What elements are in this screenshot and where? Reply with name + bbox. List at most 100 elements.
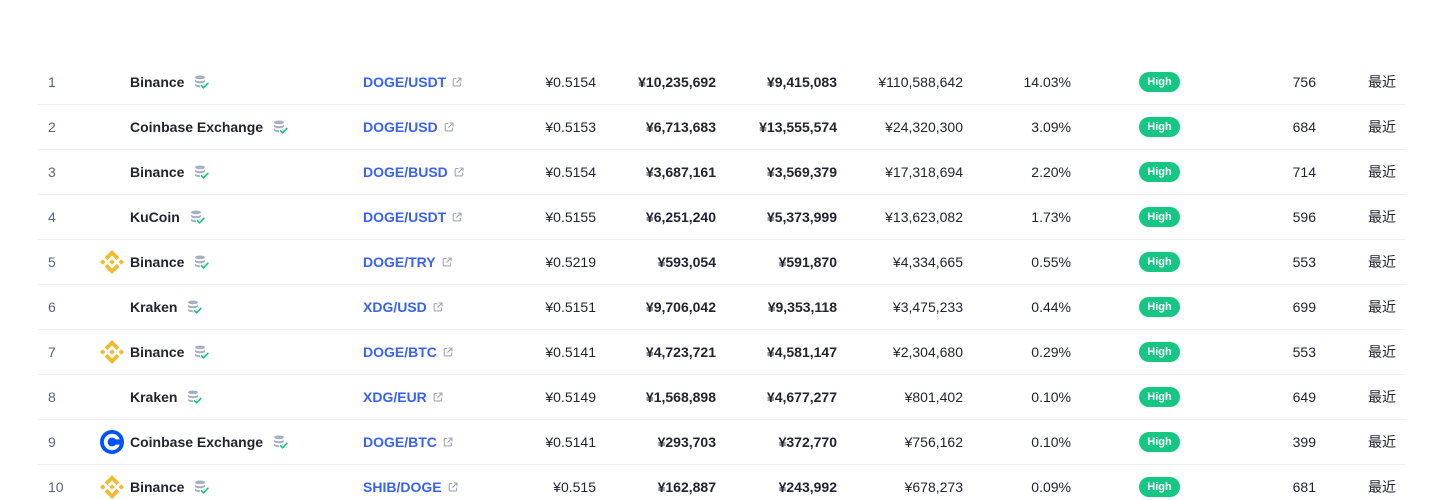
market-row: 8 Kraken XDG/EUR ¥0.5149 ¥1,568,89 bbox=[38, 375, 1406, 420]
exchange-name: Kraken bbox=[130, 389, 178, 405]
pair-link[interactable]: DOGE/BTC bbox=[363, 432, 453, 452]
depth-minus-cell: ¥4,677,277 bbox=[766, 389, 837, 405]
exchange-link[interactable]: Binance bbox=[100, 250, 210, 274]
pair-label: XDG/EUR bbox=[363, 389, 427, 405]
rank-cell: 8 bbox=[48, 389, 56, 405]
pair-link[interactable]: DOGE/TRY bbox=[363, 252, 452, 272]
depth-minus-cell: ¥3,569,379 bbox=[766, 164, 837, 180]
depth-plus-cell: ¥293,703 bbox=[657, 434, 716, 450]
reserves-verified-icon bbox=[188, 300, 203, 315]
confidence-badge: High bbox=[1139, 117, 1180, 137]
external-link-icon bbox=[448, 482, 458, 492]
volume-cell: ¥110,588,642 bbox=[878, 74, 963, 90]
depth-plus-cell: ¥593,054 bbox=[657, 254, 716, 270]
reserves-verified-icon bbox=[190, 210, 205, 225]
price-cell: ¥0.5149 bbox=[545, 389, 596, 405]
pair-link[interactable]: DOGE/USDT bbox=[363, 207, 462, 227]
volume-share-cell: 0.10% bbox=[1031, 434, 1071, 450]
updated-cell: 最近 bbox=[1368, 164, 1396, 180]
pair-link[interactable]: SHIB/DOGE bbox=[363, 477, 458, 497]
pair-label: XDG/USD bbox=[363, 299, 427, 315]
coinbase-logo-icon bbox=[100, 430, 124, 454]
exchange-name: Kraken bbox=[130, 299, 178, 315]
markets-table: 1 Binance DOGE/USDT ¥0.5154 ¥10,23 bbox=[38, 60, 1406, 500]
pair-label: DOGE/USD bbox=[363, 119, 438, 135]
liquidity-score-cell: 649 bbox=[1292, 389, 1316, 405]
volume-share-cell: 0.44% bbox=[1031, 299, 1071, 315]
depth-plus-cell: ¥4,723,721 bbox=[645, 344, 716, 360]
market-row: 10 Binance SHIB/DOGE bbox=[38, 465, 1406, 500]
rank-cell: 4 bbox=[48, 209, 56, 225]
exchange-logo bbox=[100, 475, 124, 499]
liquidity-score-cell: 699 bbox=[1292, 299, 1316, 315]
pair-link[interactable]: XDG/EUR bbox=[363, 387, 443, 407]
exchange-link[interactable]: KuCoin bbox=[100, 205, 205, 229]
volume-cell: ¥13,623,082 bbox=[885, 209, 963, 225]
depth-plus-cell: ¥10,235,692 bbox=[638, 74, 716, 90]
pair-label: DOGE/BUSD bbox=[363, 164, 448, 180]
pair-link[interactable]: DOGE/USDT bbox=[363, 72, 462, 92]
exchange-link[interactable]: Binance bbox=[100, 160, 210, 184]
volume-share-cell: 1.73% bbox=[1031, 209, 1071, 225]
volume-share-cell: 3.09% bbox=[1031, 119, 1071, 135]
external-link-icon bbox=[454, 167, 464, 177]
reserves-verified-icon bbox=[195, 255, 210, 270]
exchange-link[interactable]: Binance bbox=[100, 475, 210, 499]
pair-link[interactable]: DOGE/BUSD bbox=[363, 162, 464, 182]
updated-cell: 最近 bbox=[1368, 479, 1396, 495]
binance-logo-icon bbox=[100, 250, 124, 274]
exchange-logo bbox=[100, 70, 124, 94]
pair-link[interactable]: XDG/USD bbox=[363, 297, 443, 317]
rank-cell: 2 bbox=[48, 119, 56, 135]
price-cell: ¥0.5219 bbox=[545, 254, 596, 270]
reserves-verified-icon bbox=[195, 165, 210, 180]
confidence-badge: High bbox=[1139, 387, 1180, 407]
exchange-link[interactable]: Kraken bbox=[100, 295, 203, 319]
reserves-verified-icon bbox=[274, 435, 289, 450]
pair-link[interactable]: DOGE/BTC bbox=[363, 342, 453, 362]
depth-plus-cell: ¥162,887 bbox=[657, 479, 716, 495]
pair-label: SHIB/DOGE bbox=[363, 479, 442, 495]
volume-share-cell: 0.29% bbox=[1031, 344, 1071, 360]
confidence-badge: High bbox=[1139, 252, 1180, 272]
exchange-name: Binance bbox=[130, 74, 185, 90]
rank-cell: 3 bbox=[48, 164, 56, 180]
liquidity-score-cell: 756 bbox=[1292, 74, 1316, 90]
market-row: 9 Coinbase Exchange DOGE/BTC bbox=[38, 420, 1406, 465]
pair-link[interactable]: DOGE/USD bbox=[363, 117, 454, 137]
exchange-link[interactable]: Binance bbox=[100, 340, 210, 364]
market-row: 1 Binance DOGE/USDT ¥0.5154 ¥10,23 bbox=[38, 60, 1406, 105]
updated-cell: 最近 bbox=[1368, 434, 1396, 450]
rank-cell: 6 bbox=[48, 299, 56, 315]
market-row: 6 Kraken XDG/USD ¥0.5151 ¥9,706,04 bbox=[38, 285, 1406, 330]
external-link-icon bbox=[442, 257, 452, 267]
exchange-logo bbox=[100, 295, 124, 319]
rank-cell: 1 bbox=[48, 74, 56, 90]
exchange-name: Coinbase Exchange bbox=[130, 119, 264, 135]
volume-cell: ¥756,162 bbox=[904, 434, 963, 450]
updated-cell: 最近 bbox=[1368, 119, 1396, 135]
external-link-icon bbox=[443, 347, 453, 357]
price-cell: ¥0.5154 bbox=[545, 164, 596, 180]
volume-share-cell: 2.20% bbox=[1031, 164, 1071, 180]
exchange-link[interactable]: Binance bbox=[100, 70, 210, 94]
pair-label: DOGE/USDT bbox=[363, 209, 447, 225]
volume-cell: ¥17,318,694 bbox=[885, 164, 963, 180]
depth-minus-cell: ¥243,992 bbox=[778, 479, 837, 495]
exchange-link[interactable]: Coinbase Exchange bbox=[100, 430, 289, 454]
rank-cell: 7 bbox=[48, 344, 56, 360]
confidence-badge: High bbox=[1139, 162, 1180, 182]
liquidity-score-cell: 714 bbox=[1292, 164, 1316, 180]
rank-cell: 5 bbox=[48, 254, 56, 270]
pair-label: DOGE/TRY bbox=[363, 254, 436, 270]
exchange-link[interactable]: Coinbase Exchange bbox=[100, 115, 289, 139]
liquidity-score-cell: 681 bbox=[1292, 479, 1316, 495]
liquidity-score-cell: 553 bbox=[1292, 254, 1316, 270]
exchange-link[interactable]: Kraken bbox=[100, 385, 203, 409]
liquidity-score-cell: 596 bbox=[1292, 209, 1316, 225]
price-cell: ¥0.515 bbox=[553, 479, 596, 495]
depth-plus-cell: ¥3,687,161 bbox=[645, 164, 716, 180]
market-row: 3 Binance DOGE/BUSD ¥0.5154 ¥3,687 bbox=[38, 150, 1406, 195]
depth-minus-cell: ¥372,770 bbox=[778, 434, 837, 450]
pair-label: DOGE/BTC bbox=[363, 434, 437, 450]
